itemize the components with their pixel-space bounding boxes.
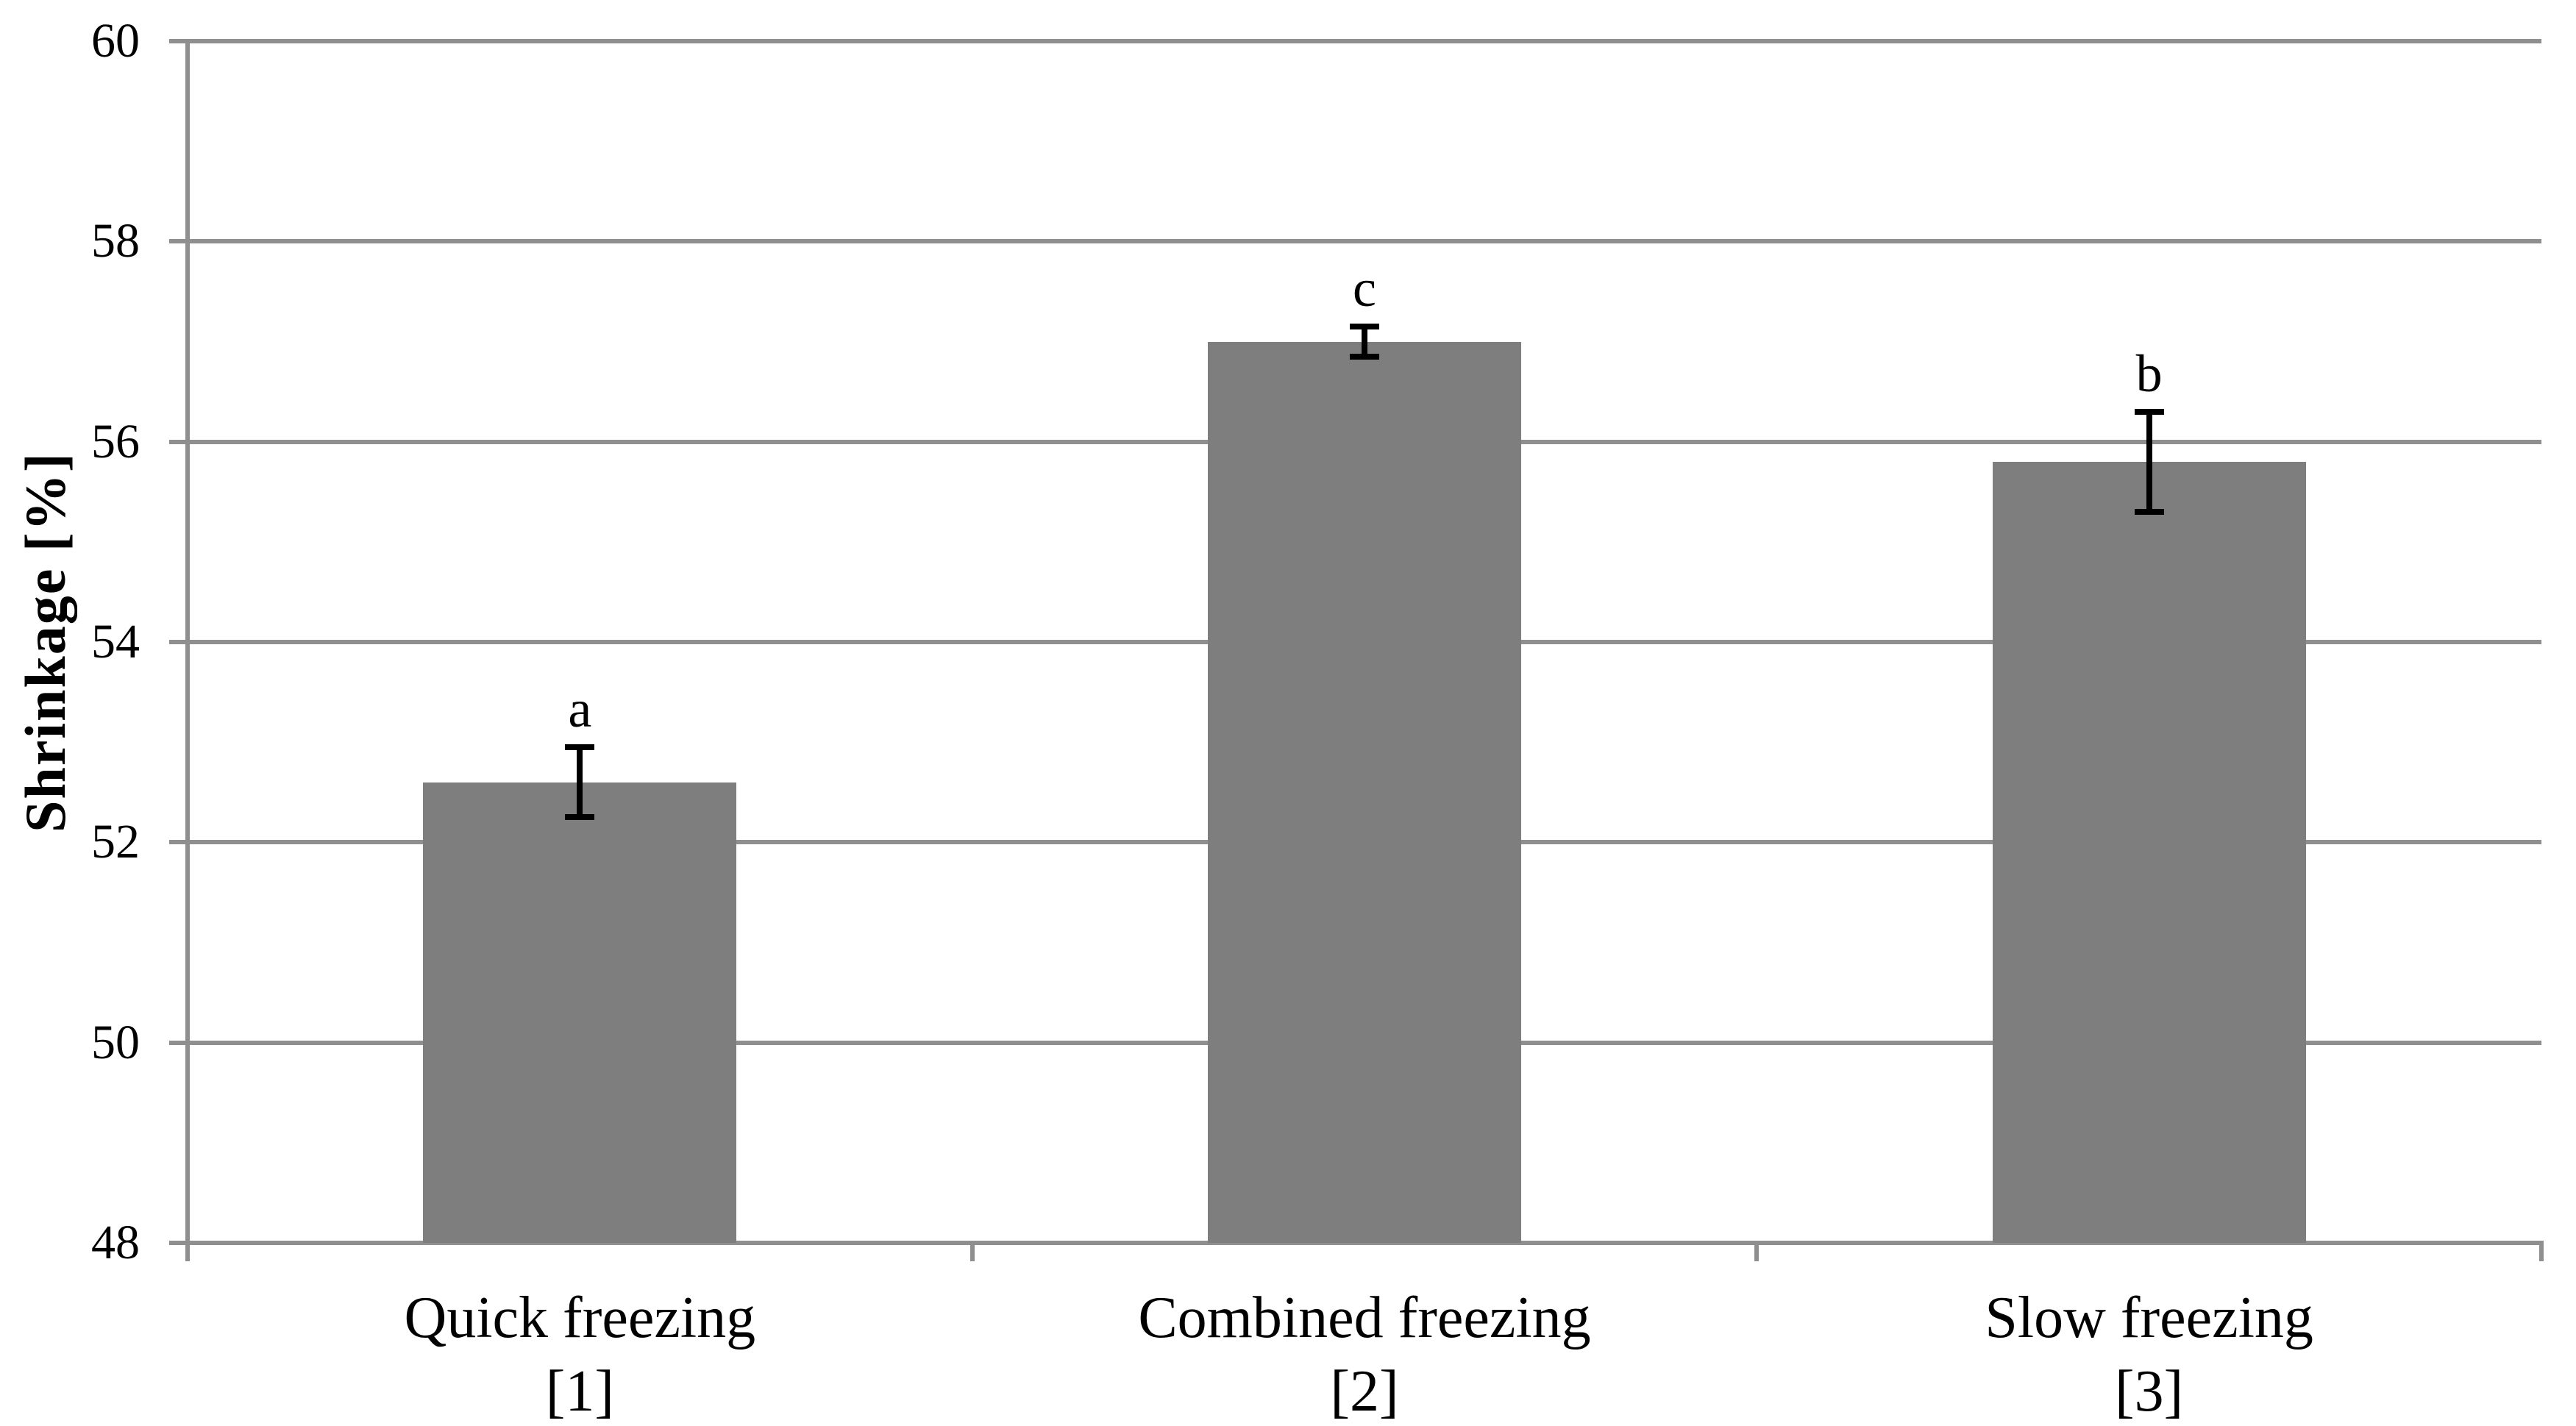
x-axis-tick (2539, 1241, 2544, 1261)
y-tick-label: 58 (91, 214, 140, 268)
bar-combined-freezing (1208, 341, 1521, 1243)
x-axis-tick (185, 1241, 190, 1261)
y-tick-label: 50 (91, 1015, 140, 1069)
category-name: Quick freezing (404, 1286, 756, 1350)
error-bar-cap-bottom-combined-freezing (1350, 353, 1379, 360)
error-bar-cap-bottom-quick-freezing (565, 814, 595, 821)
y-tick-label: 56 (91, 414, 140, 468)
error-bar-line-combined-freezing (1362, 327, 1367, 357)
category-label-combined-freezing: Combined freezing [2] (972, 1281, 1757, 1426)
category-label-slow-freezing: Slow freezing [3] (1757, 1281, 2541, 1426)
category-ref: [1] (545, 1359, 614, 1424)
category-ref: [2] (1330, 1359, 1399, 1424)
error-bar-cap-top-combined-freezing (1350, 324, 1379, 330)
x-axis-tick (1754, 1241, 1760, 1261)
significance-letter-quick-freezing: a (568, 679, 592, 738)
y-tick-label: 54 (91, 615, 140, 669)
bar-quick-freezing (423, 782, 737, 1243)
error-bar-cap-bottom-slow-freezing (2134, 508, 2164, 515)
gridline-60 (169, 39, 2541, 43)
bar-slow-freezing (1992, 461, 2306, 1243)
y-axis-line (185, 39, 190, 1261)
category-ref: [3] (2115, 1359, 2184, 1424)
error-bar-cap-top-quick-freezing (565, 744, 595, 750)
significance-letter-combined-freezing: c (1353, 259, 1376, 318)
y-tick-label: 48 (91, 1216, 140, 1269)
gridline-48 (169, 1241, 2541, 1245)
y-tick-label: 52 (91, 815, 140, 869)
plot-area: a c b (169, 39, 2544, 1261)
category-label-quick-freezing: Quick freezing [1] (188, 1281, 972, 1426)
error-bar-cap-top-slow-freezing (2134, 408, 2164, 415)
category-name: Slow freezing (1985, 1286, 2313, 1350)
significance-letter-slow-freezing: b (2135, 343, 2163, 403)
category-name: Combined freezing (1138, 1286, 1591, 1350)
x-axis-tick (969, 1241, 975, 1261)
y-tick-label: 60 (91, 14, 140, 68)
gridline-58 (169, 239, 2541, 244)
error-bar-line-quick-freezing (577, 746, 583, 818)
error-bar-line-slow-freezing (2146, 411, 2152, 512)
